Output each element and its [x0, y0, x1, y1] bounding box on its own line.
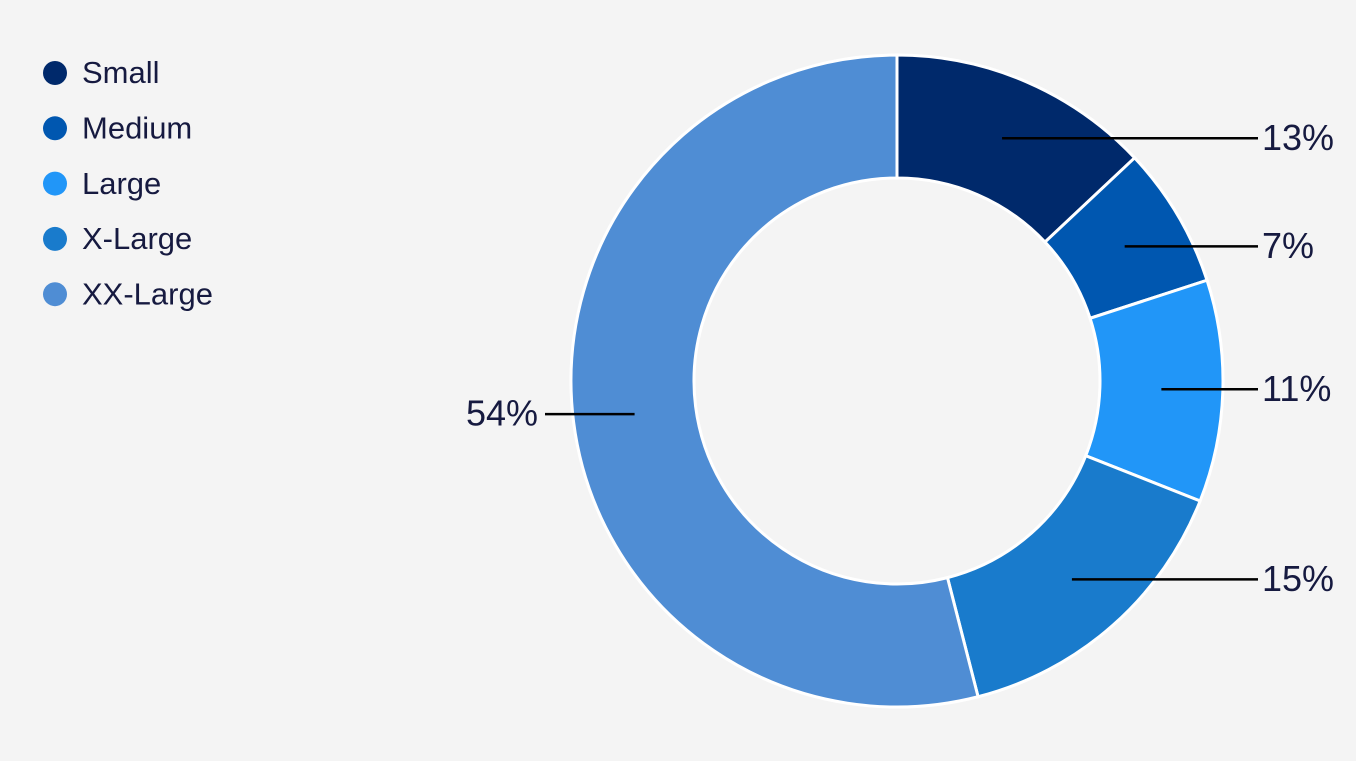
legend-marker — [43, 116, 67, 141]
value-label: 13% — [1262, 117, 1334, 158]
value-label: 11% — [1262, 368, 1331, 409]
value-label: 15% — [1262, 558, 1334, 599]
slice — [569, 53, 980, 709]
value-label: 7% — [1262, 225, 1314, 266]
legend-marker — [43, 226, 67, 251]
labels: 13% 7% 11% 15% 54% — [466, 117, 1334, 599]
legend-label: Small — [82, 55, 160, 90]
legend-marker — [43, 171, 67, 196]
legend: Small Medium Large X-Large XX-Large — [43, 55, 213, 311]
legend-marker — [43, 282, 67, 307]
legend-label: Medium — [82, 110, 192, 145]
legend-marker — [43, 61, 67, 85]
value-label: 54% — [466, 393, 538, 434]
slices — [569, 53, 1225, 709]
legend-label: X-Large — [82, 221, 192, 256]
legend-label: XX-Large — [82, 276, 213, 311]
legend-label: Large — [82, 166, 161, 201]
